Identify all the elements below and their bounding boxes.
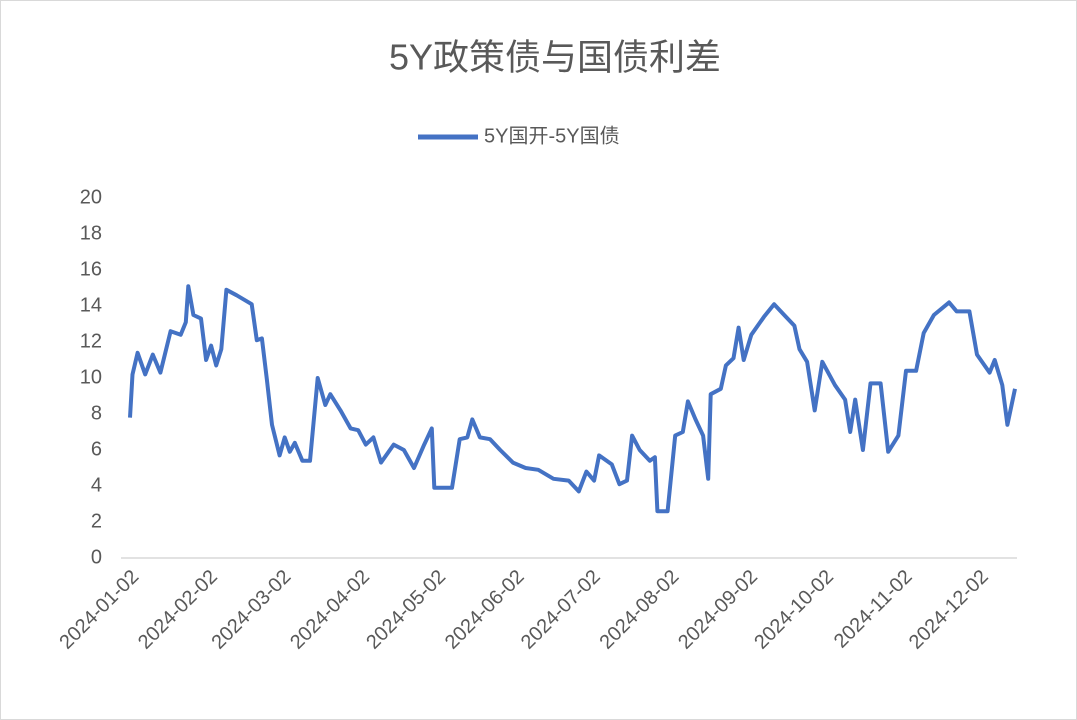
y-tick-label: 16: [80, 258, 102, 280]
chart-title: 5Y政策债与国债利差: [389, 37, 721, 78]
y-tick-label: 14: [80, 294, 102, 316]
y-tick-label: 0: [91, 546, 102, 568]
data-line: [128, 284, 1017, 514]
y-tick-label: 2: [91, 510, 102, 532]
y-tick-label: 6: [91, 438, 102, 460]
y-tick-label: 10: [80, 366, 102, 388]
legend-label: 5Y国开-5Y国债: [484, 124, 620, 147]
y-tick-label: 12: [80, 330, 102, 352]
y-tick-label: 20: [80, 186, 102, 208]
y-tick-label: 8: [91, 402, 102, 424]
y-tick-label: 18: [80, 222, 102, 244]
y-tick-label: 4: [91, 474, 102, 496]
